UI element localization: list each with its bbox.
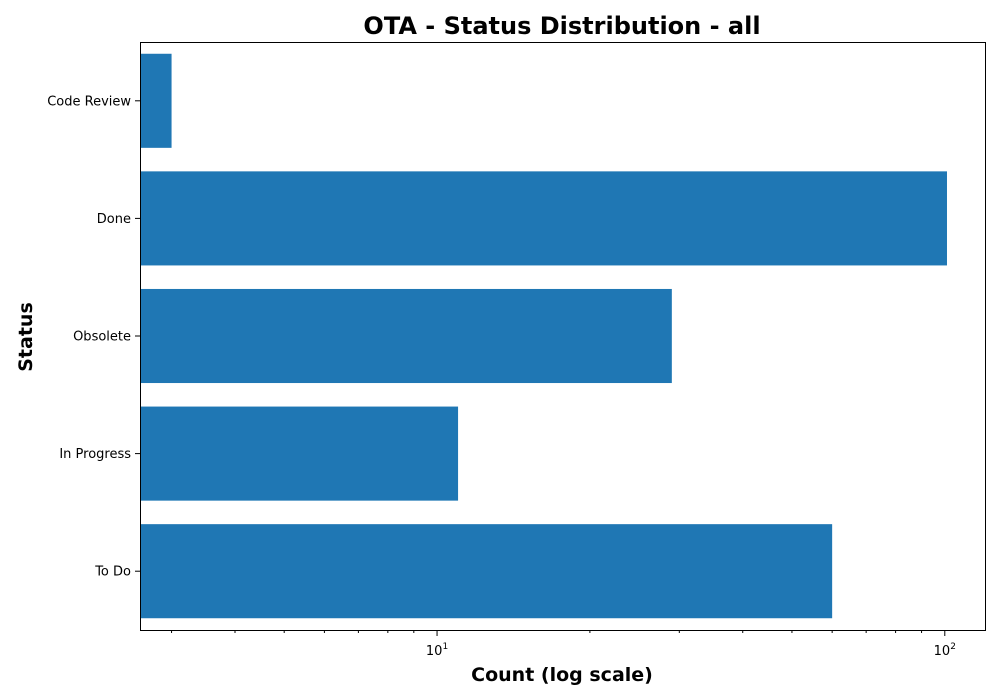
y-tick-label: In Progress xyxy=(59,447,131,462)
x-tick-label: 102 xyxy=(934,642,956,659)
y-axis-label: Status xyxy=(15,302,37,372)
bar-code-review xyxy=(140,53,172,148)
bar-obsolete xyxy=(140,288,672,384)
x-tick-label: 101 xyxy=(426,642,448,659)
bar-done xyxy=(140,171,947,266)
x-axis-label: Count (log scale) xyxy=(471,664,653,686)
y-tick-label: Obsolete xyxy=(73,330,131,345)
plot-frame xyxy=(140,42,986,631)
y-tick-label: Done xyxy=(97,212,131,227)
bar-in-progress xyxy=(140,406,459,501)
bars-group xyxy=(140,53,947,619)
y-axis-ticks: Code Review Done Obsolete In Progress To Do xyxy=(47,94,140,580)
y-tick-label: To Do xyxy=(94,565,131,580)
y-tick-label: Code Review xyxy=(47,94,131,109)
bar-to-do xyxy=(140,524,833,619)
x-axis-ticks: 101 102 xyxy=(171,630,956,659)
chart-title: OTA - Status Distribution - all xyxy=(363,12,760,40)
